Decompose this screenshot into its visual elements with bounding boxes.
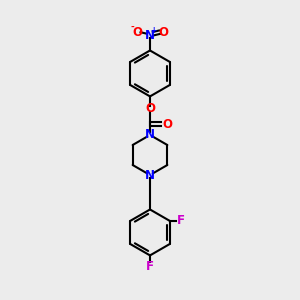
- Text: N: N: [145, 29, 155, 42]
- Text: O: O: [162, 118, 172, 130]
- Text: N: N: [145, 128, 155, 142]
- Text: O: O: [132, 26, 142, 39]
- Text: +: +: [151, 26, 157, 35]
- Text: F: F: [146, 260, 154, 273]
- Text: O: O: [145, 102, 155, 115]
- Text: O: O: [158, 26, 168, 39]
- Text: N: N: [145, 169, 155, 182]
- Text: -: -: [131, 23, 134, 32]
- Text: F: F: [177, 214, 185, 227]
